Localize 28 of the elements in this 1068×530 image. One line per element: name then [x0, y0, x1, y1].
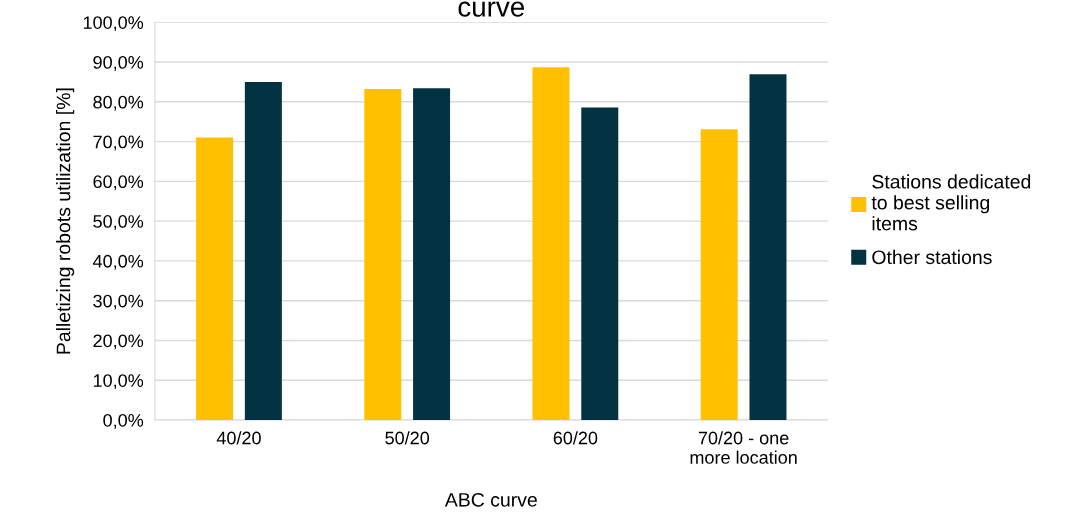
bar	[196, 137, 234, 421]
chart-title: curve	[458, 1, 525, 17]
bar	[700, 129, 738, 421]
x-tick-label: 70/20 - one more location	[690, 431, 797, 464]
y-tick-label: 0,0%	[103, 413, 144, 429]
legend-label: Other stations	[872, 249, 992, 265]
y-tick-label: 70,0%	[93, 135, 144, 151]
y-tick-label: 50,0%	[93, 215, 144, 230]
x-tick-label: 50/20	[385, 431, 430, 445]
y-tick-label: 90,0%	[93, 55, 144, 71]
bar	[749, 74, 787, 421]
x-tick-label: 60/20	[553, 431, 598, 445]
y-tick-label: 60,0%	[93, 175, 144, 191]
bar	[364, 89, 402, 421]
bar	[244, 81, 282, 421]
y-tick-label: 30,0%	[93, 294, 144, 310]
y-tick-label: 20,0%	[93, 334, 144, 350]
x-axis-title: ABC curve	[444, 492, 537, 507]
bar	[532, 67, 570, 421]
legend-label: Stations dedicated to best selling items	[871, 174, 1031, 231]
y-tick-label: 100,0%	[83, 16, 144, 32]
bar	[413, 88, 451, 421]
bar	[581, 107, 619, 421]
y-tick-label: 40,0%	[92, 254, 144, 270]
y-tick-label: 10,0%	[93, 374, 144, 390]
y-axis-title: Palletizing robots utilization [%]	[56, 88, 75, 354]
x-tick-label: 40/20	[216, 431, 261, 445]
y-tick-label: 80,0%	[93, 95, 144, 111]
